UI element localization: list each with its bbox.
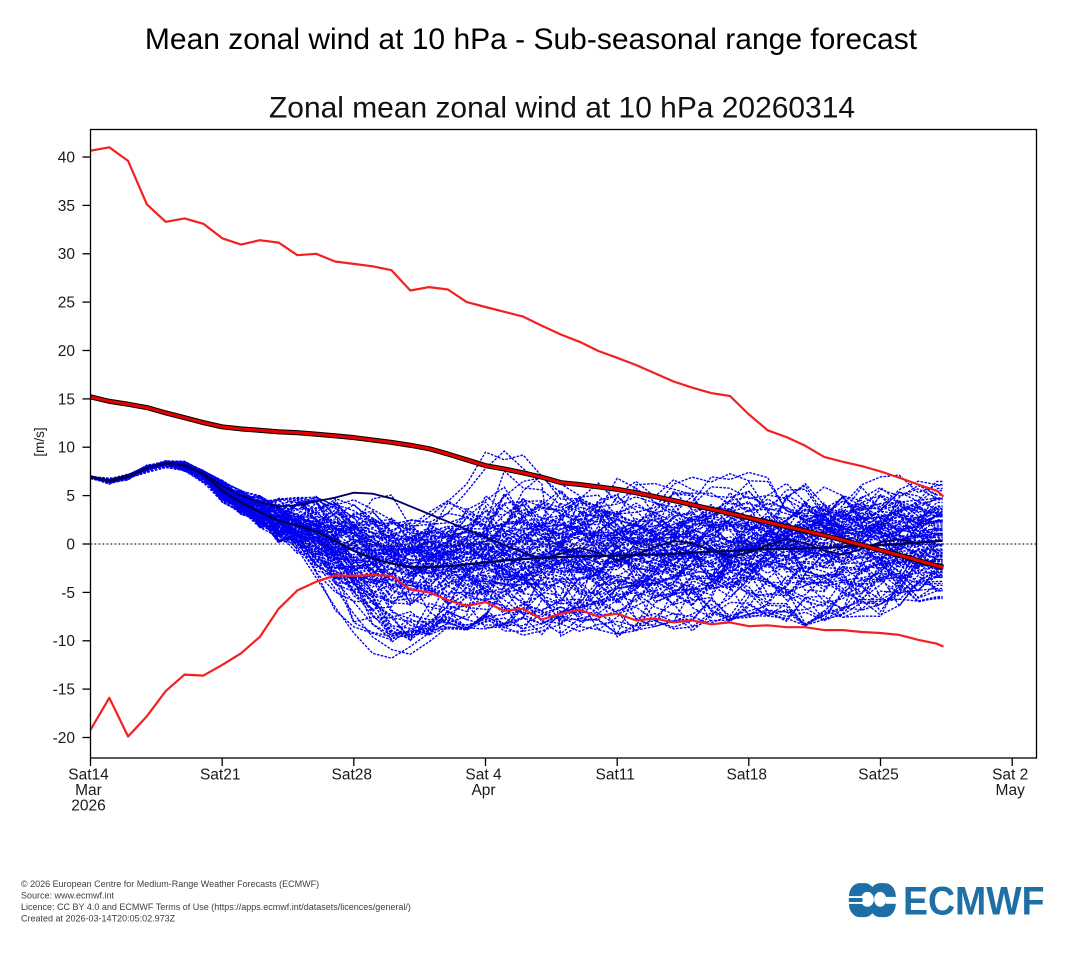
svg-text:May: May: [996, 782, 1026, 799]
svg-text:© 2026 European Centre for Med: © 2026 European Centre for Medium-Range …: [21, 879, 319, 889]
svg-text:Zonal mean zonal wind at 10 hP: Zonal mean zonal wind at 10 hPa 20260314: [269, 92, 855, 125]
svg-text:Sat28: Sat28: [332, 767, 373, 784]
svg-text:Sat 4: Sat 4: [465, 767, 502, 784]
svg-text:Sat11: Sat11: [596, 767, 635, 784]
svg-text:ECMWF: ECMWF: [903, 880, 1045, 924]
svg-text:2026: 2026: [71, 798, 105, 815]
svg-text:-20: -20: [53, 730, 76, 747]
svg-text:20: 20: [58, 343, 76, 360]
svg-text:30: 30: [58, 246, 76, 263]
svg-text:25: 25: [58, 295, 75, 312]
svg-text:Source: www.ecmwf.int: Source: www.ecmwf.int: [21, 891, 115, 901]
svg-text:Sat14: Sat14: [68, 767, 109, 784]
svg-text:-15: -15: [53, 682, 75, 699]
svg-text:Sat 2: Sat 2: [992, 767, 1028, 784]
svg-text:35: 35: [58, 198, 75, 215]
svg-text:Licence: CC BY 4.0 and ECMWF T: Licence: CC BY 4.0 and ECMWF Terms of Us…: [21, 902, 411, 912]
svg-text:[m/s]: [m/s]: [32, 427, 47, 456]
svg-text:Apr: Apr: [471, 782, 495, 799]
svg-text:Sat18: Sat18: [727, 767, 768, 784]
svg-text:Created at 2026-03-14T20:05:02: Created at 2026-03-14T20:05:02.973Z: [21, 914, 176, 924]
svg-text:10: 10: [58, 440, 76, 457]
svg-text:5: 5: [66, 488, 75, 505]
svg-text:Sat25: Sat25: [858, 767, 899, 784]
svg-text:Mar: Mar: [75, 782, 102, 799]
svg-text:Sat21: Sat21: [200, 767, 241, 784]
svg-text:40: 40: [58, 149, 76, 166]
svg-text:0: 0: [66, 536, 75, 553]
svg-text:Mean zonal wind at 10 hPa - Su: Mean zonal wind at 10 hPa - Sub-seasonal…: [145, 23, 918, 56]
svg-text:-5: -5: [61, 585, 75, 602]
svg-text:15: 15: [58, 391, 75, 408]
svg-text:-10: -10: [53, 633, 76, 650]
